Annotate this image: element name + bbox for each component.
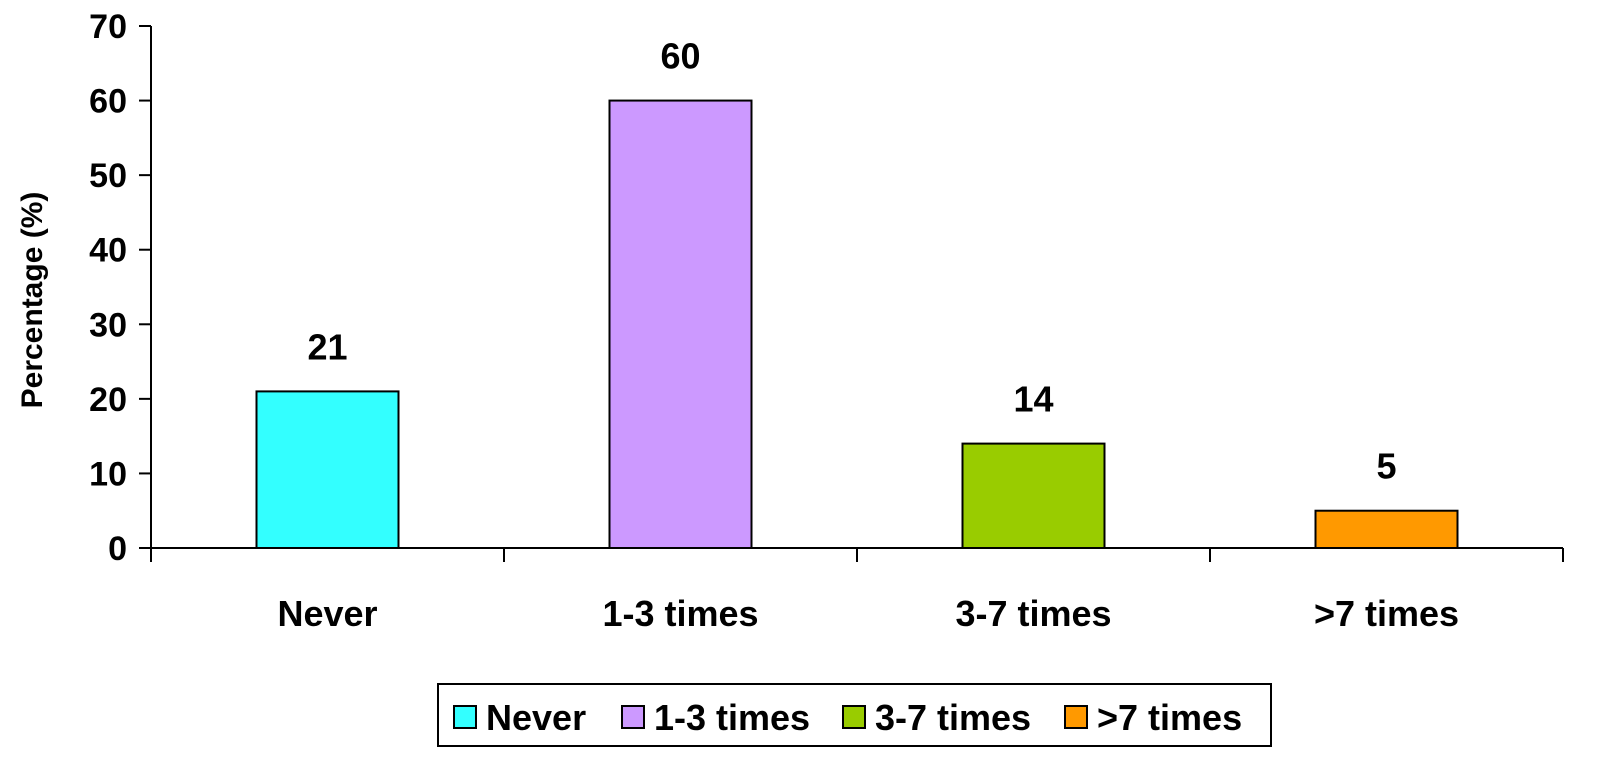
legend-swatch [453, 705, 477, 729]
y-axis-title: Percentage (%) [16, 192, 49, 409]
x-tick-label: Never [277, 593, 377, 634]
x-tick-label: 1-3 times [602, 593, 758, 634]
legend-swatch [621, 705, 645, 729]
y-tick-label: 50 [89, 157, 127, 195]
y-tick-label: 30 [89, 306, 127, 344]
data-label: 5 [1376, 446, 1396, 487]
x-tick-label: 3-7 times [955, 593, 1111, 634]
y-tick-label: 10 [89, 455, 127, 493]
bars-layer [255, 99, 1459, 550]
labels-layer: 21 Never 60 1-3 times 14 3-7 times 5 >7 times [277, 36, 1459, 634]
y-tick-label: 20 [89, 381, 127, 419]
data-label: 14 [1013, 379, 1053, 420]
x-tick-label: >7 times [1314, 593, 1459, 634]
bar-3 [961, 442, 1106, 550]
bar-4 [1314, 509, 1459, 550]
legend: Never 1-3 times 3-7 times >7 times [437, 683, 1272, 747]
y-tick-label: 70 [89, 8, 127, 46]
legend-swatch [842, 705, 866, 729]
bar-1 [255, 390, 400, 549]
data-label: 21 [307, 326, 347, 367]
legend-label: >7 times [1097, 697, 1242, 738]
y-tick-label: 40 [89, 232, 127, 270]
y-tick-label: 0 [108, 530, 127, 568]
data-label: 60 [660, 36, 700, 77]
bar-2 [608, 99, 753, 549]
legend-label: 1-3 times [654, 697, 810, 738]
y-tick-label: 60 [89, 83, 127, 121]
legend-label: Never [486, 697, 586, 738]
legend-label: 3-7 times [875, 697, 1031, 738]
legend-swatch [1064, 705, 1088, 729]
